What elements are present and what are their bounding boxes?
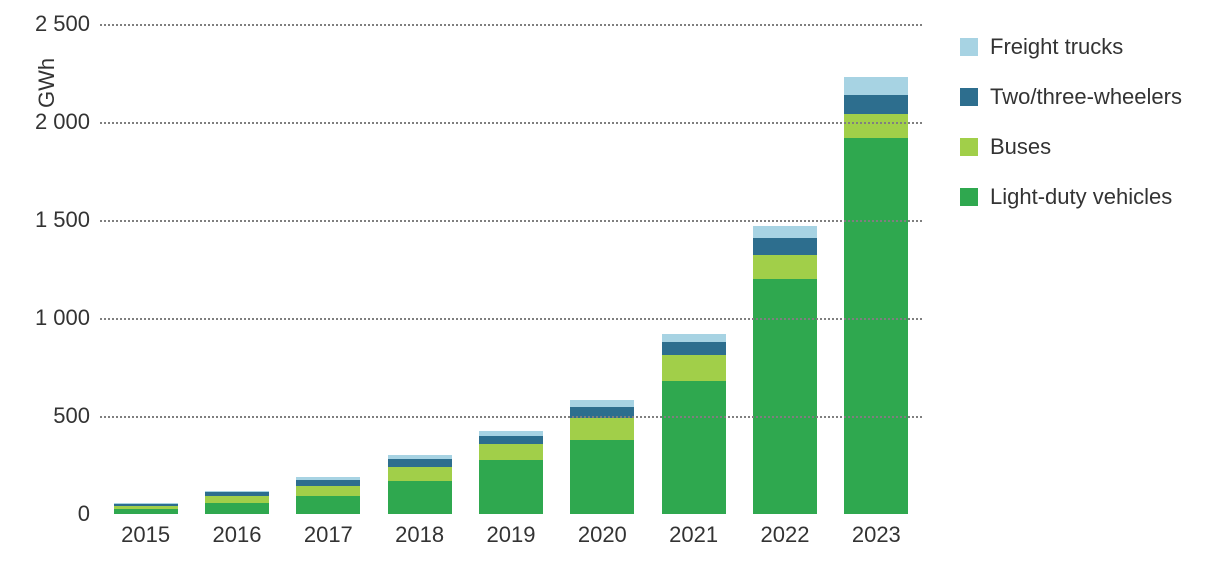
bar-group: [296, 477, 360, 514]
y-tick-label: 2 500: [35, 11, 100, 37]
bar-segment-buses: [479, 444, 543, 460]
x-tick-label: 2020: [578, 522, 627, 548]
bar-segment-two_three: [753, 238, 817, 256]
gridline: [100, 318, 922, 320]
bar-segment-buses: [844, 114, 908, 138]
y-axis-title: GWh: [34, 58, 60, 108]
stacked-bar-chart: GWh 201520162017201820192020202120222023…: [0, 0, 1213, 579]
bar-segment-freight: [844, 77, 908, 95]
bar-group: [662, 334, 726, 514]
gridline: [100, 220, 922, 222]
bar-group: [844, 77, 908, 514]
bar-segment-two_three: [662, 342, 726, 356]
bar-segment-freight: [662, 334, 726, 342]
bar-segment-buses: [205, 496, 269, 503]
bar-segment-freight: [570, 400, 634, 407]
bar-group: [205, 491, 269, 514]
bar-segment-buses: [753, 255, 817, 279]
x-tick-label: 2015: [121, 522, 170, 548]
x-tick-label: 2022: [761, 522, 810, 548]
bar-segment-light_duty: [114, 509, 178, 514]
y-tick-label: 2 000: [35, 109, 100, 135]
bar-segment-light_duty: [662, 381, 726, 514]
bar-segment-freight: [753, 226, 817, 238]
bar-segment-light_duty: [844, 138, 908, 514]
x-tick-label: 2021: [669, 522, 718, 548]
bar-segment-light_duty: [570, 440, 634, 514]
x-tick-label: 2016: [213, 522, 262, 548]
bar-segment-light_duty: [388, 481, 452, 514]
legend-label: Two/three-wheelers: [990, 84, 1182, 110]
bar-segment-two_three: [479, 436, 543, 445]
legend-item-freight: Freight trucks: [960, 34, 1182, 60]
legend-item-buses: Buses: [960, 134, 1182, 160]
y-tick-label: 500: [53, 403, 100, 429]
bar-segment-light_duty: [479, 460, 543, 514]
legend-label: Freight trucks: [990, 34, 1123, 60]
bar-group: [114, 503, 178, 514]
legend-swatch: [960, 38, 978, 56]
legend-swatch: [960, 88, 978, 106]
legend-swatch: [960, 138, 978, 156]
legend-item-light_duty: Light-duty vehicles: [960, 184, 1182, 210]
bar-segment-two_three: [844, 95, 908, 115]
y-tick-label: 0: [78, 501, 100, 527]
bar-segment-buses: [570, 418, 634, 440]
x-tick-label: 2019: [487, 522, 536, 548]
y-tick-label: 1 000: [35, 305, 100, 331]
bar-segment-buses: [662, 355, 726, 380]
y-tick-label: 1 500: [35, 207, 100, 233]
bar-segment-light_duty: [205, 503, 269, 514]
legend-label: Buses: [990, 134, 1051, 160]
gridline: [100, 24, 922, 26]
bar-group: [388, 455, 452, 514]
legend: Freight trucks Two/three-wheelers Buses Lig…: [960, 34, 1182, 234]
bar-segment-light_duty: [296, 496, 360, 514]
legend-item-two_three: Two/three-wheelers: [960, 84, 1182, 110]
x-tick-label: 2017: [304, 522, 353, 548]
bar-segment-buses: [296, 486, 360, 497]
plot-area: 201520162017201820192020202120222023 050…: [100, 24, 922, 514]
bars-layer: [100, 24, 922, 514]
bar-segment-two_three: [388, 459, 452, 467]
bar-segment-buses: [388, 467, 452, 481]
x-tick-label: 2023: [852, 522, 901, 548]
gridline: [100, 122, 922, 124]
x-tick-label: 2018: [395, 522, 444, 548]
bar-group: [753, 226, 817, 514]
gridline: [100, 416, 922, 418]
legend-swatch: [960, 188, 978, 206]
bar-group: [479, 431, 543, 514]
legend-label: Light-duty vehicles: [990, 184, 1172, 210]
bar-segment-light_duty: [753, 279, 817, 514]
